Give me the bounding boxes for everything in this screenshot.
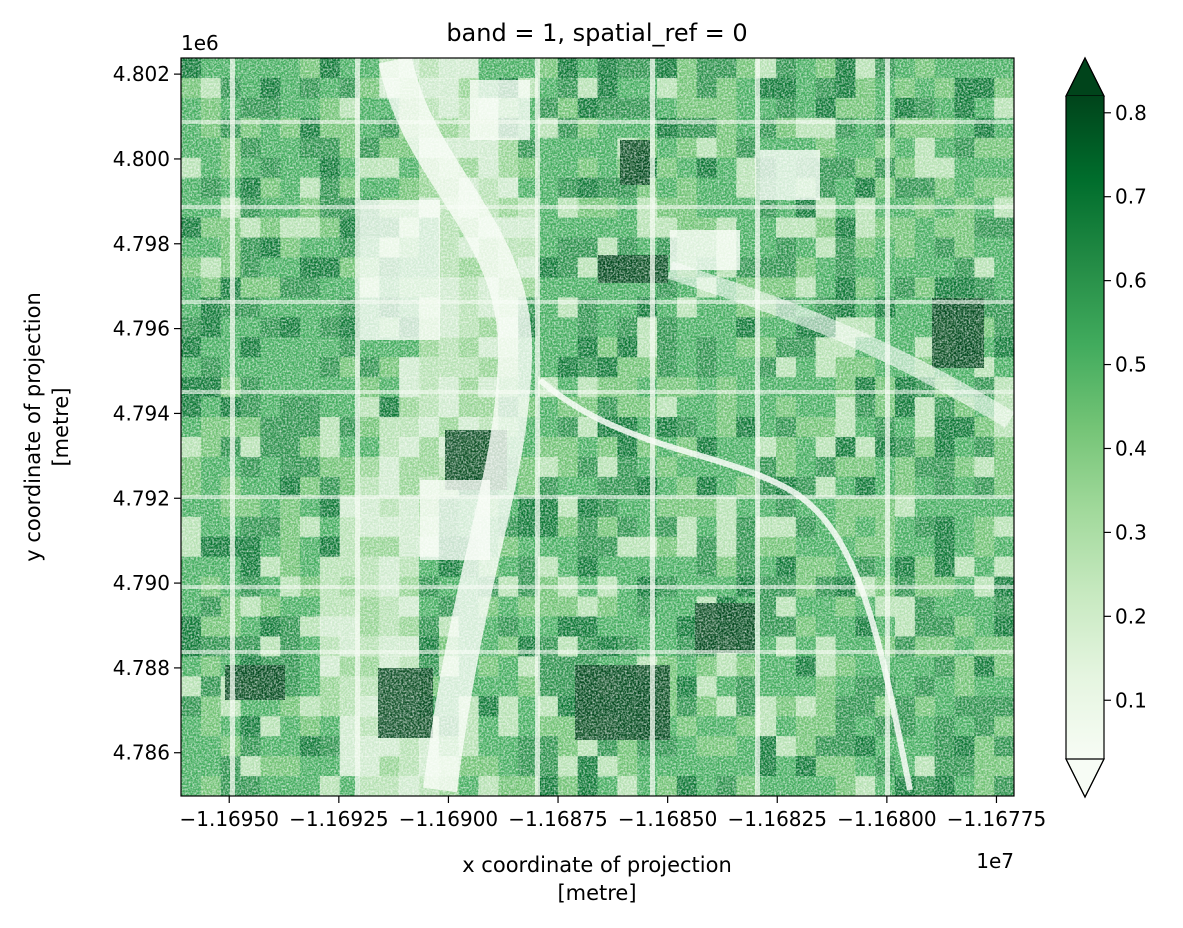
y-tick-label: 4.792 (113, 486, 170, 510)
colorbar-tick-label: 0.4 (1115, 436, 1147, 460)
y-tick-label: 4.790 (113, 571, 170, 595)
colorbar-extend-min (1065, 758, 1105, 799)
colorbar-body (1066, 96, 1104, 759)
y-tick-label: 4.800 (113, 147, 170, 171)
x-offset-label: 1e7 (976, 849, 1014, 873)
colorbar-tick-label: 0.3 (1115, 520, 1147, 544)
y-tick-label: 4.802 (113, 62, 170, 86)
y-tick-label: 4.796 (113, 317, 170, 341)
x-tick-label: −1.16800 (837, 807, 936, 831)
x-tick-label: −1.16825 (728, 807, 827, 831)
x-tick-label: −1.16775 (947, 807, 1046, 831)
x-tick-label: −1.16900 (399, 807, 498, 831)
colorbar-tick-label: 0.2 (1115, 604, 1147, 628)
colorbar-tick-label: 0.6 (1115, 269, 1147, 293)
x-tick-label: −1.16850 (618, 807, 717, 831)
y-axis-label-line1: y coordinate of projection (21, 292, 45, 562)
x-tick-label: −1.16925 (289, 807, 388, 831)
x-axis-label-line1: x coordinate of projection (462, 853, 732, 877)
y-tick-label: 4.786 (113, 741, 170, 765)
y-axis-label-line2: [metre] (49, 387, 73, 466)
colorbar-tick-label: 0.1 (1115, 688, 1147, 712)
y-tick-label: 4.798 (113, 232, 170, 256)
colorbar-tick-label: 0.5 (1115, 353, 1147, 377)
colorbar-extend-max (1065, 56, 1105, 97)
y-axis: 4.786 4.788 4.790 4.792 4.794 4.796 4.798 4.800… (113, 62, 181, 765)
colorbar-tick-label: 0.7 (1115, 185, 1147, 209)
colorbar-outline (1065, 56, 1105, 799)
colorbar-ticks: 0.1 0.2 0.3 0.4 0.5 0.6 0.7 0.8 (1104, 101, 1147, 712)
plot-frame (180, 57, 1015, 797)
y-tick-label: 4.788 (113, 656, 170, 680)
colorbar-tick-label: 0.8 (1115, 101, 1147, 125)
x-tick-label: −1.16950 (179, 807, 278, 831)
raster-image (181, 58, 1014, 796)
x-tick-label: −1.16875 (508, 807, 607, 831)
chart-title: band = 1, spatial_ref = 0 (446, 19, 747, 47)
x-axis-label-line2: [metre] (557, 881, 636, 905)
y-tick-label: 4.794 (113, 401, 170, 425)
x-axis: −1.16950 −1.16925 −1.16900 −1.16875 −1.16850… (179, 796, 1046, 831)
y-offset-label: 1e6 (181, 31, 219, 55)
colorbar: 0.1 0.2 0.3 0.4 0.5 0.6 0.7 0.8 (1065, 56, 1147, 799)
